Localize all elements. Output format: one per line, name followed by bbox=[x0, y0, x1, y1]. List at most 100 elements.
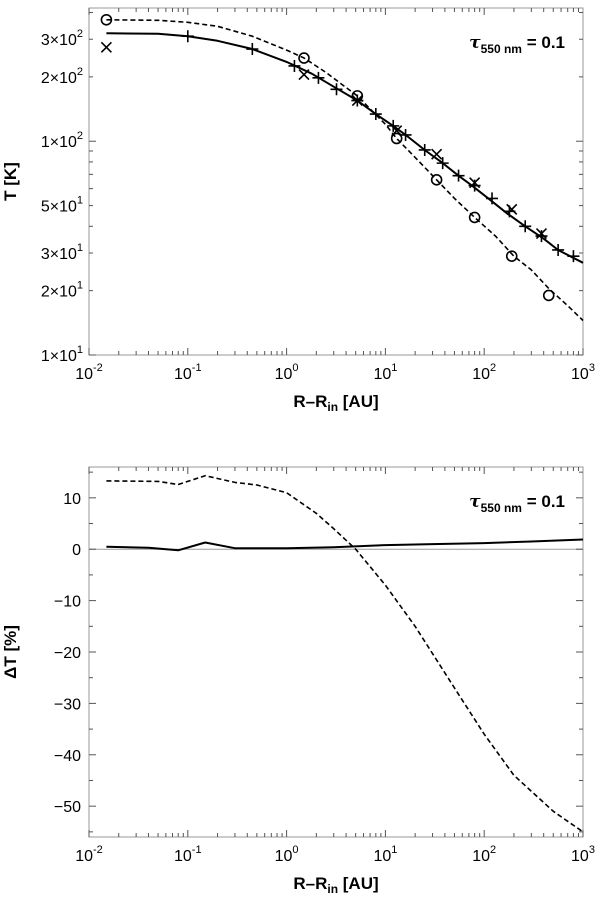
plus-marker bbox=[312, 71, 325, 84]
x-axis-label-unit: [AU] bbox=[338, 392, 379, 411]
plus-marker bbox=[436, 157, 449, 170]
y-tick-mantissa: 5×10 bbox=[41, 199, 77, 216]
x-axis-label-subscript: in bbox=[327, 882, 338, 894]
y-tick-label: −20 bbox=[54, 645, 81, 662]
dashed-line bbox=[106, 19, 584, 322]
annotation-symbol: τ bbox=[469, 33, 481, 53]
x-axis-label-unit: [AU] bbox=[338, 874, 379, 893]
cross-marker bbox=[431, 148, 443, 160]
optical-depth-annotation: τ550 nm = 0.1 bbox=[469, 33, 565, 56]
x-tick-exponent: 3 bbox=[589, 362, 595, 374]
x-tick-base: 10 bbox=[373, 366, 391, 383]
x-tick-exponent: 2 bbox=[490, 844, 496, 856]
circle-marker bbox=[390, 132, 403, 145]
plus-marker bbox=[519, 220, 532, 233]
y-axis-label: T [K] bbox=[1, 162, 20, 201]
y-tick-label: 2×102 bbox=[41, 66, 83, 87]
cross-marker bbox=[298, 69, 310, 81]
circle-marker bbox=[100, 13, 113, 26]
annotation-subscript: 550 nm bbox=[481, 501, 522, 515]
y-tick-exponent: 1 bbox=[77, 242, 83, 254]
y-tick-label: 1×102 bbox=[41, 130, 83, 151]
plot-frame bbox=[88, 7, 584, 356]
cross-marker bbox=[100, 41, 112, 53]
y-tick-mantissa: 2×10 bbox=[41, 284, 77, 301]
y-tick-label: −30 bbox=[54, 696, 81, 713]
cross-marker bbox=[391, 125, 403, 137]
x-tick-exponent: 0 bbox=[292, 362, 298, 374]
x-tick-exponent: 0 bbox=[292, 844, 298, 856]
plus-marker bbox=[181, 30, 194, 43]
annotation-value: = 0.1 bbox=[522, 492, 565, 511]
x-tick-label: 10-2 bbox=[75, 362, 103, 383]
plus-marker bbox=[486, 192, 499, 205]
x-tick-exponent: 2 bbox=[490, 362, 496, 374]
x-axis-label-main: R–R bbox=[293, 874, 327, 893]
x-tick-label: 100 bbox=[275, 362, 299, 383]
y-tick-exponent: 2 bbox=[77, 28, 83, 40]
annotation-symbol: τ bbox=[469, 492, 481, 512]
cross-marker bbox=[351, 94, 363, 107]
y-tick-label: 2×101 bbox=[41, 280, 83, 301]
series-0 bbox=[106, 538, 584, 552]
cross-marker bbox=[506, 203, 518, 215]
x-tick-exponent: -1 bbox=[192, 362, 202, 374]
x-tick-label: 102 bbox=[472, 844, 496, 865]
x-tick-exponent: 1 bbox=[391, 362, 397, 374]
x-tick-label: 10-2 bbox=[75, 844, 103, 865]
x-tick-base: 10 bbox=[571, 366, 589, 383]
plus-marker bbox=[567, 250, 580, 263]
series-2 bbox=[100, 41, 548, 240]
x-axis-label: R–Rin [AU] bbox=[293, 874, 378, 894]
y-tick-mantissa: 1×10 bbox=[41, 134, 77, 151]
circle-marker bbox=[542, 289, 555, 302]
x-tick-exponent: -1 bbox=[192, 844, 202, 856]
x-tick-base: 10 bbox=[174, 848, 192, 865]
temperature-panel: 10-2 10-1 100 101 102 1031×1012×1013×1015×101… bbox=[1, 7, 595, 414]
y-tick-label: −10 bbox=[54, 594, 81, 611]
y-tick-exponent: 1 bbox=[77, 344, 83, 356]
x-tick-exponent: 1 bbox=[391, 844, 397, 856]
y-axis-label: ΔT [%] bbox=[1, 625, 20, 679]
y-tick-label: −50 bbox=[54, 799, 81, 816]
series-1 bbox=[106, 474, 584, 833]
y-tick-label: 1×101 bbox=[41, 344, 83, 365]
y-tick-exponent: 2 bbox=[77, 66, 83, 78]
x-tick-label: 103 bbox=[571, 844, 595, 865]
y-tick-exponent: 1 bbox=[77, 195, 83, 207]
y-tick-label: 3×102 bbox=[41, 28, 83, 49]
series-0 bbox=[106, 30, 584, 264]
x-tick-label: 102 bbox=[472, 362, 496, 383]
annotation-subscript: 550 nm bbox=[481, 42, 522, 56]
x-tick-label: 101 bbox=[373, 844, 397, 865]
x-axis-label: R–Rin [AU] bbox=[293, 392, 378, 414]
x-tick-base: 10 bbox=[571, 848, 589, 865]
annotation-value: = 0.1 bbox=[522, 33, 565, 52]
solid-line bbox=[106, 32, 584, 264]
x-axis-label-main: R–R bbox=[293, 392, 327, 411]
y-tick-label: 10 bbox=[63, 491, 81, 508]
plus-marker bbox=[552, 243, 565, 256]
x-tick-base: 10 bbox=[275, 366, 293, 383]
plus-marker bbox=[452, 169, 465, 182]
plus-marker bbox=[369, 108, 382, 121]
x-tick-exponent: -2 bbox=[93, 362, 103, 374]
x-tick-base: 10 bbox=[472, 366, 490, 383]
x-tick-base: 10 bbox=[174, 366, 192, 383]
y-tick-mantissa: 3×10 bbox=[41, 32, 77, 49]
y-tick-label: 5×101 bbox=[41, 195, 83, 216]
y-tick-mantissa: 2×10 bbox=[41, 70, 77, 87]
plus-marker bbox=[387, 119, 400, 132]
y-tick-label: 3×101 bbox=[41, 242, 83, 263]
dashed-line bbox=[106, 474, 584, 833]
solid-line bbox=[106, 538, 584, 552]
cross-marker bbox=[535, 227, 548, 240]
circle-marker bbox=[505, 250, 518, 262]
plus-marker bbox=[418, 143, 431, 156]
circle-marker bbox=[468, 211, 481, 224]
x-tick-exponent: 3 bbox=[589, 844, 595, 856]
plus-marker bbox=[288, 59, 301, 72]
x-tick-label: 100 bbox=[275, 844, 299, 865]
x-tick-label: 10-1 bbox=[174, 362, 202, 383]
